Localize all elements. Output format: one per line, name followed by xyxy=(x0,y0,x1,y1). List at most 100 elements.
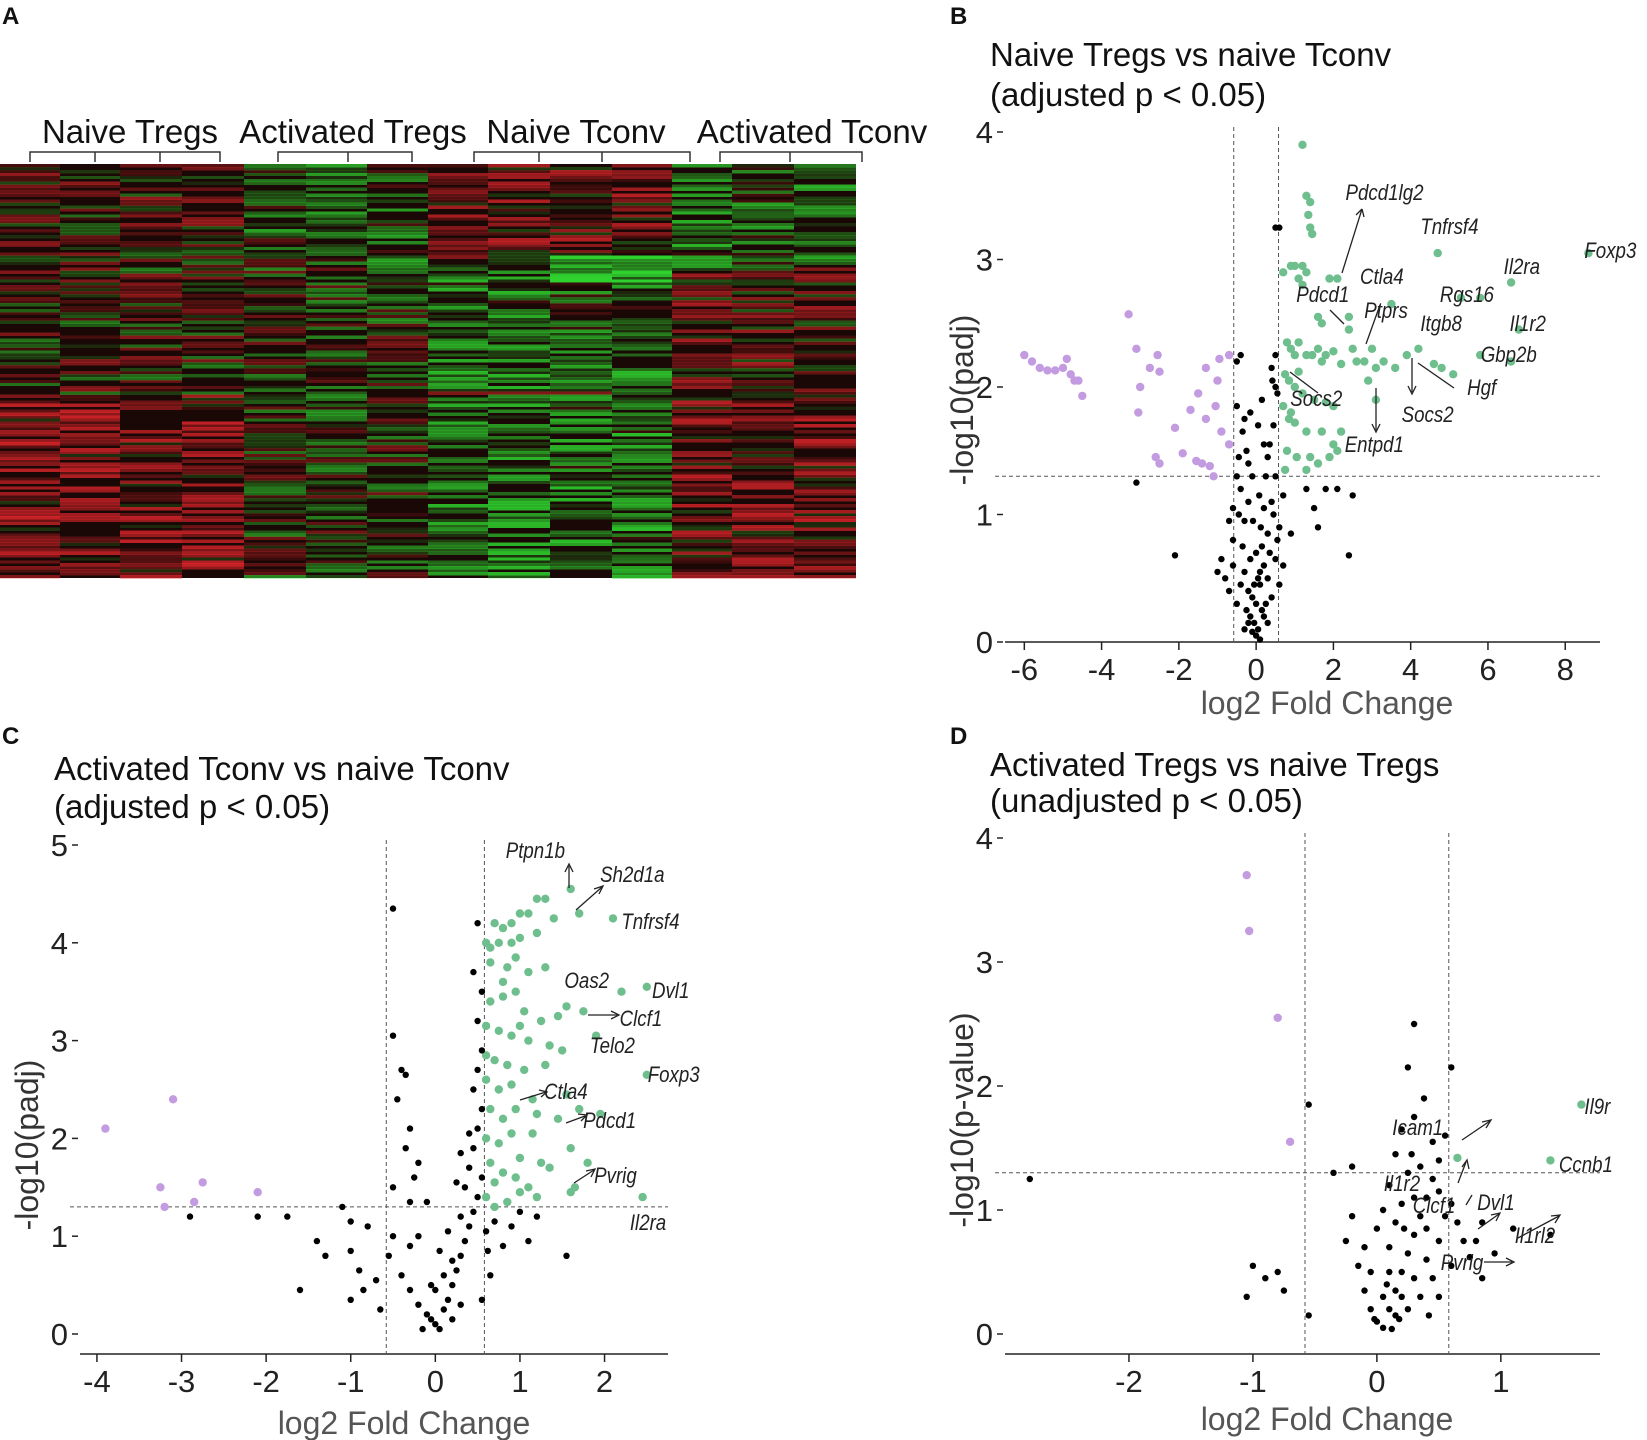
gene-point-up xyxy=(1284,376,1294,385)
gene-point-ns xyxy=(484,1247,491,1255)
panel-letter-c: C xyxy=(2,723,19,750)
gene-point-ns xyxy=(1472,1237,1480,1245)
gene-point-ns xyxy=(1400,1225,1408,1232)
gene-point-up xyxy=(642,982,651,991)
heatmap-cell xyxy=(550,279,612,283)
gene-point-ns xyxy=(1249,594,1256,601)
gene-point-down xyxy=(1035,363,1045,373)
heatmap-cell xyxy=(550,282,612,286)
heatmap-cell xyxy=(794,542,856,546)
gene-point-up xyxy=(498,923,508,933)
heatmap-cell xyxy=(732,181,794,186)
gene-point-up xyxy=(1364,376,1373,385)
heatmap-cell xyxy=(794,232,856,236)
heatmap-cell xyxy=(672,353,732,357)
heatmap-cell xyxy=(794,424,856,428)
heatmap-cell xyxy=(550,220,612,224)
heatmap-cell xyxy=(60,193,120,197)
gene-point-up xyxy=(1282,338,1292,347)
heatmap-cell xyxy=(306,211,367,215)
gene-point-ns xyxy=(440,1272,447,1279)
heatmap-cell xyxy=(488,338,550,342)
heatmap-cell xyxy=(120,175,182,180)
gene-point-up xyxy=(498,992,508,1001)
heatmap-cell xyxy=(672,211,732,215)
heatmap-cell xyxy=(306,403,367,407)
heatmap-cell xyxy=(306,164,367,168)
gene-point-ns xyxy=(1425,1312,1433,1319)
gene-point-down xyxy=(1074,376,1083,385)
heatmap-cell xyxy=(244,305,306,310)
heatmap-cell xyxy=(550,258,612,262)
gene-point-up xyxy=(1336,427,1346,436)
heatmap-cell xyxy=(550,533,612,537)
gene-point-ns xyxy=(1423,1225,1430,1232)
plot-d-y-tick-label: 4 xyxy=(976,821,993,856)
gene-point-ns xyxy=(474,920,481,927)
gene-point-up xyxy=(1280,370,1290,379)
gene-point-up xyxy=(1302,465,1311,475)
heatmap-cell xyxy=(367,270,428,274)
gene-point-ns xyxy=(499,1242,507,1250)
gene-point-ns xyxy=(1448,1064,1455,1071)
heatmap-cell xyxy=(550,400,612,404)
heatmap-cell xyxy=(120,504,182,508)
gene-point-ns xyxy=(1280,492,1287,499)
heatmap-cell xyxy=(612,474,672,478)
heatmap-cell xyxy=(60,229,120,233)
heatmap-cell xyxy=(120,302,182,307)
heatmap-cell xyxy=(672,208,732,212)
heatmap-cell xyxy=(306,409,367,413)
heatmap-cell xyxy=(120,300,182,304)
heatmap-cell xyxy=(550,329,612,333)
heatmap-cell xyxy=(672,285,732,289)
heatmap-cell xyxy=(550,409,612,413)
heatmap-cell xyxy=(60,450,120,455)
heatmap-cell xyxy=(244,261,306,265)
heatmap-cell xyxy=(182,243,244,248)
heatmap-cell xyxy=(672,175,732,180)
heatmap-cell xyxy=(612,376,672,381)
heatmap-cell xyxy=(550,226,612,230)
heatmap-cell xyxy=(367,444,428,449)
gene-point-down xyxy=(101,1124,110,1133)
heatmap-cell xyxy=(488,566,550,570)
gene-point-ns xyxy=(1361,1244,1368,1251)
heatmap-cell xyxy=(306,530,367,535)
heatmap-cell xyxy=(244,181,306,186)
gene-point-ns xyxy=(389,1233,397,1240)
heatmap-cell xyxy=(306,444,367,449)
gene-point-up xyxy=(1321,398,1330,407)
heatmap-cell xyxy=(488,477,550,481)
gene-point-ns xyxy=(394,1096,401,1103)
heatmap-cell xyxy=(367,548,428,552)
heatmap-cell xyxy=(0,356,60,360)
heatmap-cell xyxy=(182,424,244,428)
gene-point-ns xyxy=(415,1233,422,1240)
plot-d-x-tick-label: 0 xyxy=(1368,1364,1385,1399)
heatmap-cell xyxy=(488,403,550,407)
gene-point-ns xyxy=(1417,1213,1424,1220)
heatmap-cell xyxy=(794,400,856,404)
heatmap-cell xyxy=(60,465,120,469)
heatmap-cell xyxy=(732,211,794,215)
heatmap-cell xyxy=(60,373,120,378)
gene-point-ns xyxy=(461,1237,469,1245)
volcano-plot-c: Activated Tconv vs naive Tconv (adjusted… xyxy=(9,750,700,1440)
heatmap-cell xyxy=(120,480,182,484)
heatmap-cell xyxy=(244,447,306,452)
plot-d-x-tick-label: -2 xyxy=(1115,1364,1143,1399)
gene-point-ns xyxy=(389,1184,397,1191)
panel-letter-a: A xyxy=(2,3,19,30)
gene-point-ns xyxy=(1314,524,1322,531)
heatmap-cell xyxy=(120,566,182,570)
heatmap-cell xyxy=(306,439,367,443)
gene-point-ns xyxy=(1251,619,1258,627)
heatmap-cell xyxy=(488,557,550,561)
heatmap-cell xyxy=(672,492,732,496)
heatmap-cell xyxy=(488,276,550,280)
heatmap-cell xyxy=(550,444,612,449)
heatmap-cell xyxy=(612,527,672,532)
heatmap-cell xyxy=(60,217,120,221)
heatmap-cell xyxy=(0,433,60,437)
